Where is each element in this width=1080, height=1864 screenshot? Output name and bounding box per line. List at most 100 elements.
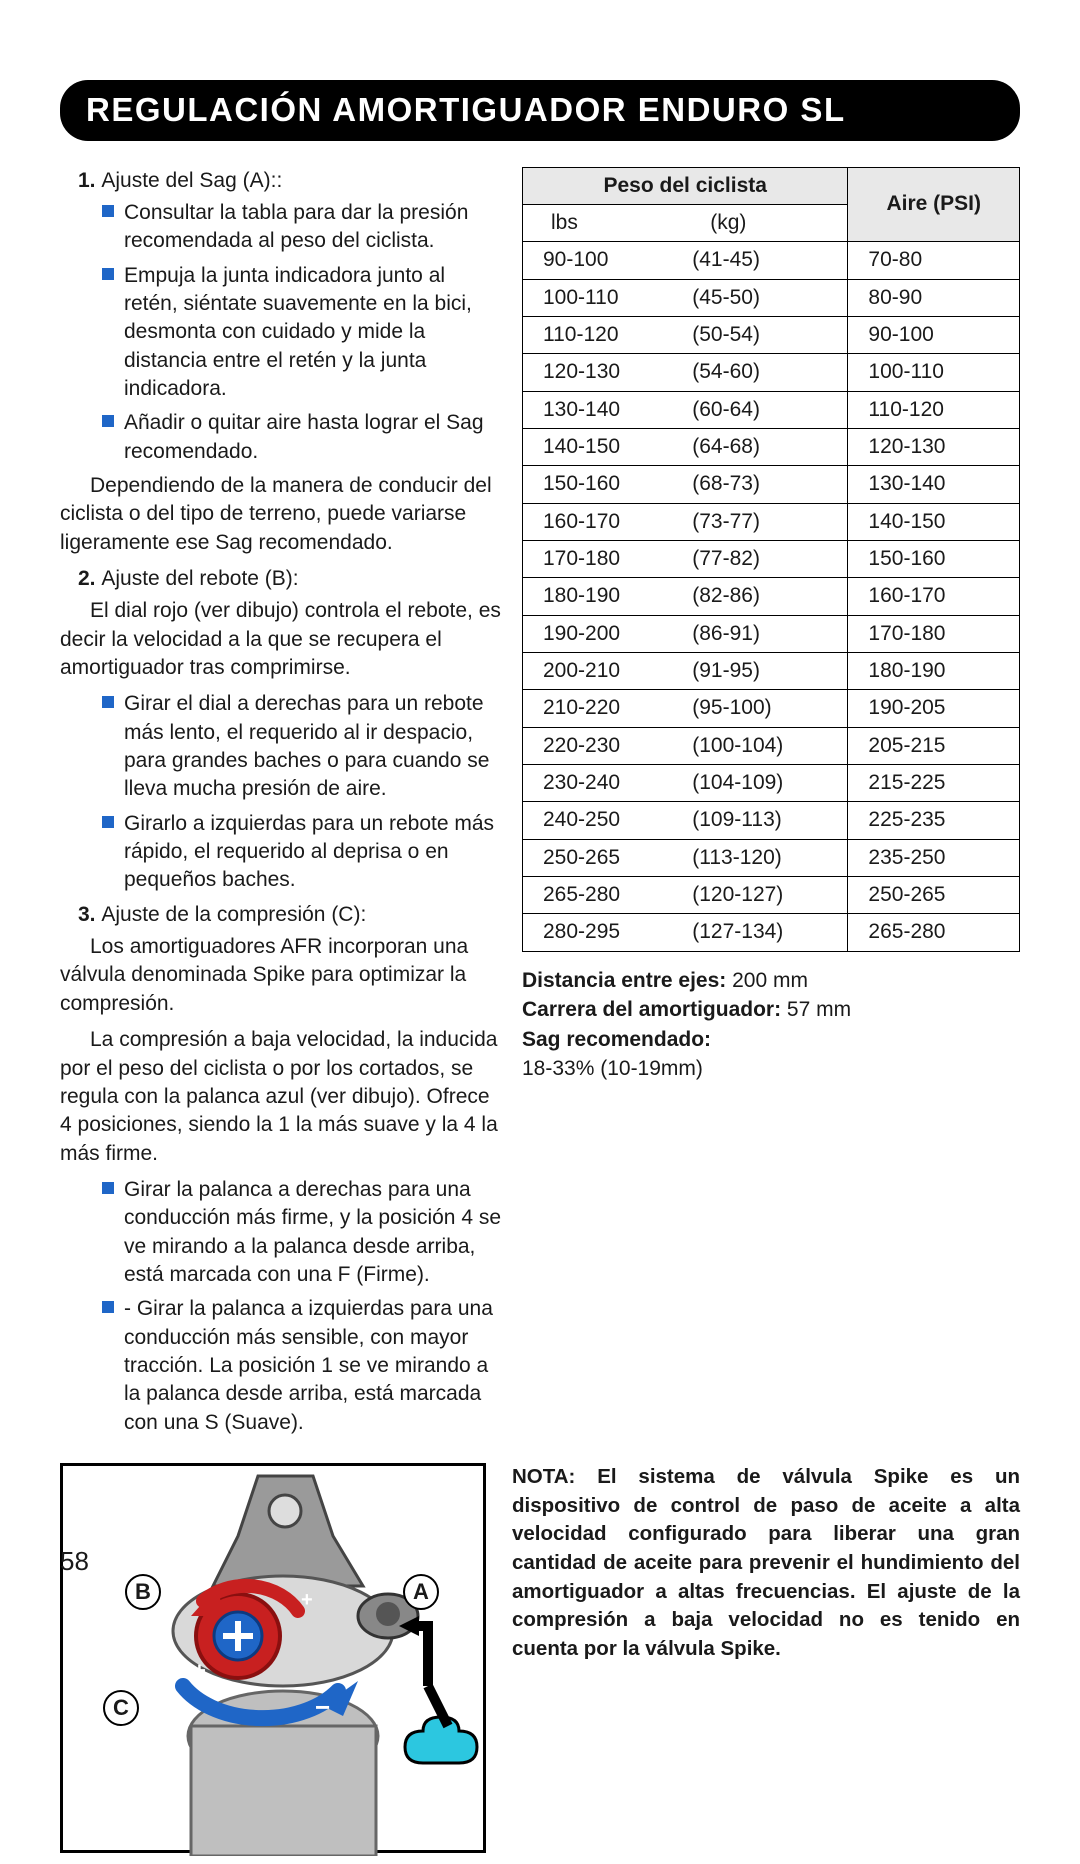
bullet-item: Girarlo a izquierdas para un rebote más …	[102, 810, 504, 895]
cell-kg: (41-45)	[682, 242, 848, 279]
cell-lbs: 140-150	[523, 428, 683, 465]
cell-kg: (113-120)	[682, 839, 848, 876]
cell-lbs: 100-110	[523, 279, 683, 316]
cell-lbs: 200-210	[523, 653, 683, 690]
cell-kg: (95-100)	[682, 690, 848, 727]
cell-psi: 265-280	[848, 914, 1020, 951]
cell-kg: (77-82)	[682, 540, 848, 577]
spike-note: NOTA: El sistema de válvula Spike es un …	[512, 1463, 1020, 1853]
step3-p1: Los amortiguadores AFR incorporan una vá…	[60, 933, 504, 1018]
cell-psi: 150-160	[848, 540, 1020, 577]
diagram-label-b: B	[125, 1574, 161, 1610]
th-kg: (kg)	[682, 204, 848, 241]
table-row: 250-265(113-120)235-250	[523, 839, 1020, 876]
cell-kg: (104-109)	[682, 765, 848, 802]
table-row: 150-160(68-73)130-140	[523, 466, 1020, 503]
table-row: 180-190(82-86)160-170	[523, 578, 1020, 615]
table-row: 110-120(50-54)90-100	[523, 316, 1020, 353]
bullet-item: - Girar la palanca a izquierdas para una…	[102, 1295, 504, 1437]
table-row: 170-180(77-82)150-160	[523, 540, 1020, 577]
cell-lbs: 265-280	[523, 877, 683, 914]
step3-bullets: Girar la palanca a derechas para una con…	[102, 1176, 504, 1437]
table-row: 220-230(100-104)205-215	[523, 727, 1020, 764]
diagram-label-a: A	[403, 1574, 439, 1610]
cell-psi: 180-190	[848, 653, 1020, 690]
table-row: 200-210(91-95)180-190	[523, 653, 1020, 690]
cell-lbs: 120-130	[523, 354, 683, 391]
svg-text:−: −	[315, 1692, 330, 1722]
bullet-item: Girar la palanca a derechas para una con…	[102, 1176, 504, 1289]
bullet-item: Girar el dial a derechas para un rebote …	[102, 690, 504, 803]
th-lbs: lbs	[523, 204, 683, 241]
cell-lbs: 150-160	[523, 466, 683, 503]
table-row: 210-220(95-100)190-205	[523, 690, 1020, 727]
page-number: 58	[60, 1544, 89, 1579]
cell-psi: 215-225	[848, 765, 1020, 802]
bullet-item: Consultar la tabla para dar la presión r…	[102, 199, 504, 256]
cell-psi: 110-120	[848, 391, 1020, 428]
table-row: 130-140(60-64)110-120	[523, 391, 1020, 428]
cell-psi: 250-265	[848, 877, 1020, 914]
cell-kg: (100-104)	[682, 727, 848, 764]
cell-lbs: 160-170	[523, 503, 683, 540]
cell-psi: 80-90	[848, 279, 1020, 316]
cell-kg: (68-73)	[682, 466, 848, 503]
cell-kg: (86-91)	[682, 615, 848, 652]
table-row: 140-150(64-68)120-130	[523, 428, 1020, 465]
cell-kg: (127-134)	[682, 914, 848, 951]
cell-psi: 90-100	[848, 316, 1020, 353]
cell-psi: 140-150	[848, 503, 1020, 540]
cell-psi: 235-250	[848, 839, 1020, 876]
cell-kg: (60-64)	[682, 391, 848, 428]
cell-lbs: 210-220	[523, 690, 683, 727]
shock-diagram: + − + A B C	[60, 1463, 486, 1853]
cell-kg: (73-77)	[682, 503, 848, 540]
table-row: 230-240(104-109)215-225	[523, 765, 1020, 802]
cell-psi: 160-170	[848, 578, 1020, 615]
table-row: 190-200(86-91)170-180	[523, 615, 1020, 652]
table-row: 120-130(54-60)100-110	[523, 354, 1020, 391]
svg-text:+: +	[193, 1658, 206, 1683]
cell-lbs: 250-265	[523, 839, 683, 876]
cell-kg: (120-127)	[682, 877, 848, 914]
page-title: REGULACIÓN AMORTIGUADOR ENDURO SL	[60, 80, 1020, 141]
cell-kg: (45-50)	[682, 279, 848, 316]
lower-row: + − + A B C NOTA: El sistema de válvula …	[60, 1463, 1020, 1853]
table-row: 265-280(120-127)250-265	[523, 877, 1020, 914]
cell-lbs: 170-180	[523, 540, 683, 577]
right-column: Peso del ciclista Aire (PSI) lbs (kg) 90…	[522, 161, 1020, 1443]
cell-kg: (109-113)	[682, 802, 848, 839]
cell-psi: 120-130	[848, 428, 1020, 465]
cell-lbs: 220-230	[523, 727, 683, 764]
cell-psi: 205-215	[848, 727, 1020, 764]
table-row: 240-250(109-113)225-235	[523, 802, 1020, 839]
content-columns: 1. Ajuste del Sag (A):: Consultar la tab…	[60, 161, 1020, 1443]
svg-text:+: +	[301, 1589, 313, 1611]
cell-kg: (64-68)	[682, 428, 848, 465]
cell-lbs: 180-190	[523, 578, 683, 615]
cell-lbs: 90-100	[523, 242, 683, 279]
step2-bullets: Girar el dial a derechas para un rebote …	[102, 690, 504, 894]
cell-kg: (54-60)	[682, 354, 848, 391]
cell-kg: (50-54)	[682, 316, 848, 353]
cell-lbs: 130-140	[523, 391, 683, 428]
cell-lbs: 240-250	[523, 802, 683, 839]
bullet-item: Añadir o quitar aire hasta lograr el Sag…	[102, 409, 504, 466]
cell-psi: 170-180	[848, 615, 1020, 652]
table-row: 160-170(73-77)140-150	[523, 503, 1020, 540]
table-row: 100-110(45-50)80-90	[523, 279, 1020, 316]
bullet-item: Empuja la junta indicadora junto al reté…	[102, 262, 504, 404]
th-weight: Peso del ciclista	[523, 167, 848, 204]
cell-lbs: 190-200	[523, 615, 683, 652]
step3-p2: La compresión a baja velocidad, la induc…	[60, 1026, 504, 1168]
diagram-svg: + − +	[63, 1466, 483, 1856]
cell-lbs: 230-240	[523, 765, 683, 802]
step1-heading: 1. Ajuste del Sag (A)::	[78, 167, 504, 195]
cell-psi: 190-205	[848, 690, 1020, 727]
cell-lbs: 280-295	[523, 914, 683, 951]
psi-table: Peso del ciclista Aire (PSI) lbs (kg) 90…	[522, 167, 1020, 952]
table-row: 280-295(127-134)265-280	[523, 914, 1020, 951]
cell-kg: (91-95)	[682, 653, 848, 690]
cell-psi: 100-110	[848, 354, 1020, 391]
th-air: Aire (PSI)	[848, 167, 1020, 242]
